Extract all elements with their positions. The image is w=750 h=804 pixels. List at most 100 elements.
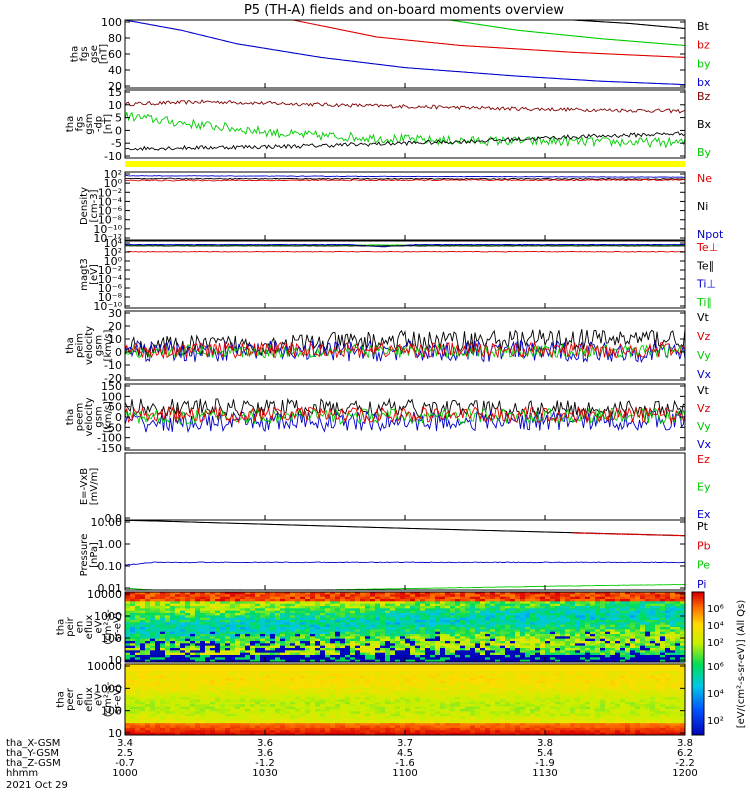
heat-cell bbox=[230, 615, 235, 618]
heat-cell bbox=[295, 608, 300, 611]
heat-cell bbox=[370, 632, 375, 635]
heat-cell bbox=[460, 601, 465, 604]
heat-cell bbox=[325, 632, 330, 635]
heat-cell bbox=[560, 632, 565, 635]
heat-cell bbox=[610, 613, 615, 616]
heat-cell bbox=[255, 625, 260, 628]
heat-cell bbox=[335, 611, 340, 614]
heat-cell bbox=[345, 629, 350, 632]
heat-cell bbox=[240, 718, 245, 721]
heat-cell bbox=[395, 648, 400, 651]
heat-cell bbox=[380, 604, 385, 607]
heat-cell bbox=[600, 604, 605, 607]
heat-cell bbox=[650, 632, 655, 635]
heat-cell bbox=[580, 606, 585, 609]
heat-cell bbox=[335, 650, 340, 653]
heat-cell bbox=[220, 650, 225, 653]
heat-cell bbox=[125, 608, 130, 611]
heat-cell bbox=[380, 657, 385, 660]
panel-ylabel: Density[cm-3] bbox=[79, 187, 100, 225]
heat-cell bbox=[455, 606, 460, 609]
heat-cell bbox=[345, 594, 350, 597]
heat-cell bbox=[510, 657, 515, 660]
heat-cell bbox=[195, 697, 200, 700]
heat-cell bbox=[305, 716, 310, 719]
heat-cell bbox=[310, 606, 315, 609]
heat-cell bbox=[585, 634, 590, 637]
heat-cell bbox=[150, 728, 155, 731]
heat-cell bbox=[520, 597, 525, 600]
heat-cell bbox=[490, 643, 495, 646]
heat-cell bbox=[355, 629, 360, 632]
heat-cell bbox=[225, 671, 230, 674]
heat-cell bbox=[235, 622, 240, 625]
heat-cell bbox=[220, 697, 225, 700]
heat-cell bbox=[165, 601, 170, 604]
heat-cell bbox=[450, 627, 455, 630]
heat-cell bbox=[240, 643, 245, 646]
heat-cell bbox=[325, 678, 330, 681]
heat-cell bbox=[215, 721, 220, 724]
heat-cell bbox=[275, 728, 280, 731]
heat-cell bbox=[260, 697, 265, 700]
heat-cell bbox=[200, 655, 205, 658]
heat-cell bbox=[475, 639, 480, 642]
heat-cell bbox=[505, 613, 510, 616]
heat-cell bbox=[230, 629, 235, 632]
heat-cell bbox=[330, 606, 335, 609]
heat-cell bbox=[570, 655, 575, 658]
heat-cell bbox=[205, 697, 210, 700]
heat-cell bbox=[190, 629, 195, 632]
heat-cell bbox=[135, 625, 140, 628]
heat-cell bbox=[170, 702, 175, 705]
heat-cell bbox=[240, 676, 245, 679]
heat-cell bbox=[655, 611, 660, 614]
heat-cell bbox=[575, 625, 580, 628]
heat-cell bbox=[265, 622, 270, 625]
heat-cell bbox=[430, 611, 435, 614]
heat-cell bbox=[320, 648, 325, 651]
heat-cell bbox=[540, 653, 545, 656]
heat-cell bbox=[240, 620, 245, 623]
heat-cell bbox=[625, 620, 630, 623]
series-line-pressure-2 bbox=[125, 562, 685, 565]
heat-cell bbox=[575, 604, 580, 607]
heat-cell bbox=[590, 615, 595, 618]
heat-cell bbox=[455, 629, 460, 632]
heat-cell bbox=[180, 594, 185, 597]
heat-cell bbox=[270, 683, 275, 686]
panel-peir-eflux: 10000100010010thapeirenefluxeV(cm²-s-sr-… bbox=[56, 588, 686, 667]
heat-cell bbox=[295, 685, 300, 688]
heat-cell bbox=[125, 704, 130, 707]
heat-cell bbox=[175, 683, 180, 686]
heat-cell bbox=[560, 620, 565, 623]
heat-cell bbox=[525, 601, 530, 604]
heat-cell bbox=[270, 608, 275, 611]
heat-cell bbox=[435, 625, 440, 628]
heat-cell bbox=[165, 707, 170, 710]
heat-cell bbox=[315, 601, 320, 604]
heat-cell bbox=[210, 653, 215, 656]
panel-frame bbox=[125, 172, 685, 240]
heat-cell bbox=[290, 594, 295, 597]
heat-cell bbox=[165, 634, 170, 637]
heat-cell bbox=[550, 599, 555, 602]
heat-cell bbox=[475, 655, 480, 658]
heat-cell bbox=[180, 714, 185, 717]
heat-cell bbox=[345, 650, 350, 653]
heat-cell bbox=[135, 604, 140, 607]
heat-cell bbox=[550, 643, 555, 646]
heat-cell bbox=[560, 648, 565, 651]
heat-cell bbox=[465, 655, 470, 658]
heat-cell bbox=[125, 678, 130, 681]
heat-cell bbox=[560, 636, 565, 639]
heat-cell bbox=[595, 636, 600, 639]
heat-cell bbox=[170, 634, 175, 637]
heat-cell bbox=[665, 608, 670, 611]
heat-cell bbox=[245, 655, 250, 658]
heat-cell bbox=[300, 726, 305, 729]
heat-cell bbox=[620, 627, 625, 630]
heat-cell bbox=[675, 604, 680, 607]
heat-cell bbox=[550, 620, 555, 623]
heat-cell bbox=[145, 692, 150, 695]
